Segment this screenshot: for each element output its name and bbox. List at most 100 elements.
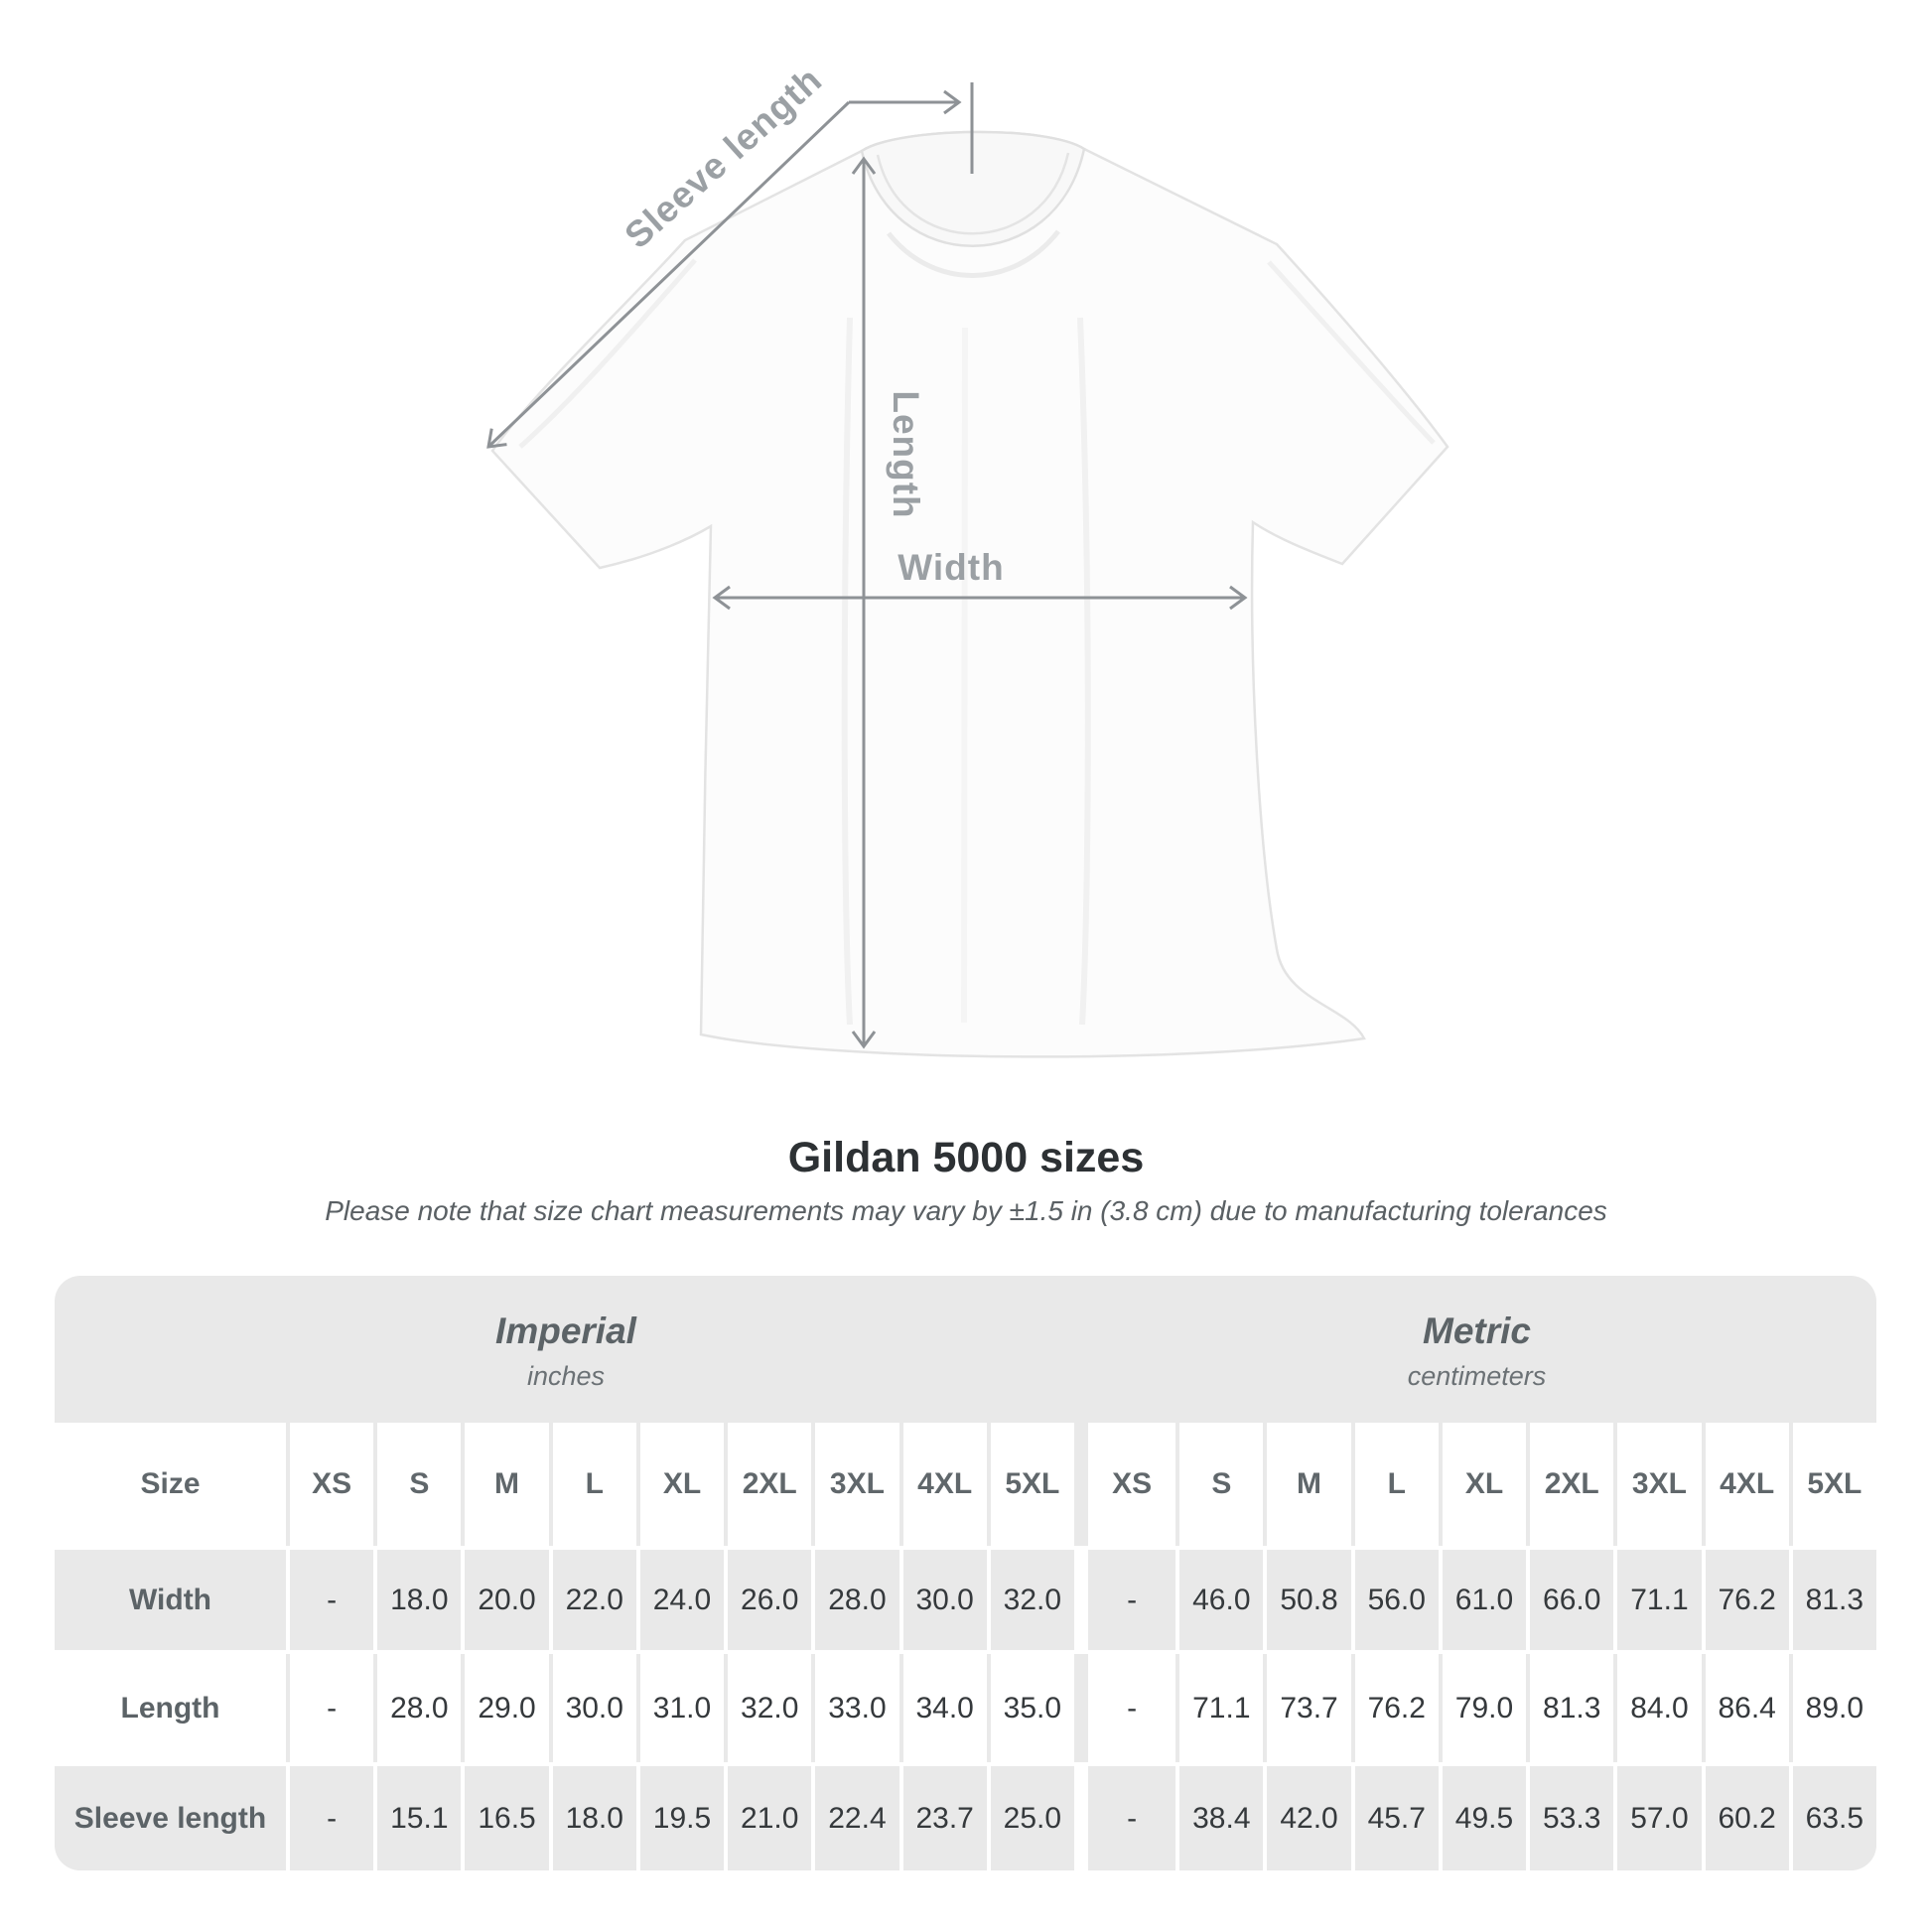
tshirt-body — [490, 130, 1449, 1058]
collar-shadow — [887, 229, 1060, 278]
measurement-value-imperial: 19.5 — [635, 1766, 725, 1870]
measurement-value-imperial: 18.0 — [548, 1766, 636, 1870]
measurement-value-metric: 84.0 — [1613, 1654, 1702, 1762]
measurement-value-metric: 86.4 — [1701, 1654, 1789, 1762]
sleeve-length-row: Sleeve length -15.1 16.5 18.0 19.5 21.0 22.4 23… — [55, 1762, 1876, 1870]
size-header-metric: 5XL — [1788, 1423, 1876, 1546]
row-label: Sleeve length — [55, 1766, 286, 1870]
measurement-value-metric: 73.7 — [1263, 1654, 1351, 1762]
measurement-value-imperial: 26.0 — [724, 1550, 812, 1650]
collar-rib-line — [876, 152, 1070, 235]
size-header-metric: M — [1263, 1423, 1351, 1546]
measurement-value-imperial: 22.4 — [811, 1766, 899, 1870]
measurement-value-imperial: 32.0 — [986, 1550, 1074, 1650]
measurement-value-imperial: 28.0 — [811, 1550, 899, 1650]
measurement-value-imperial: 28.0 — [373, 1654, 462, 1762]
tshirt-image — [490, 130, 1449, 1058]
measurement-value-imperial: 24.0 — [635, 1550, 725, 1650]
measurement-value-metric: 57.0 — [1613, 1766, 1702, 1870]
size-header-imperial: 3XL — [811, 1423, 899, 1546]
size-table: Imperial inches Metric centimeters Size X… — [55, 1276, 1876, 1870]
measurement-value-imperial: 30.0 — [548, 1654, 636, 1762]
unit-system-header: Imperial inches Metric centimeters — [55, 1276, 1876, 1423]
size-header-metric: 2XL — [1526, 1423, 1614, 1546]
size-header-imperial: M — [461, 1423, 549, 1546]
measurement-value-imperial: 35.0 — [986, 1654, 1074, 1762]
measurement-value-imperial: 23.7 — [898, 1766, 987, 1870]
measurement-value-metric: 81.3 — [1788, 1550, 1876, 1650]
measurement-value-metric: 79.0 — [1438, 1654, 1527, 1762]
measurement-value-metric: 71.1 — [1613, 1550, 1702, 1650]
measurement-value-metric: 89.0 — [1788, 1654, 1876, 1762]
metric-title: Metric — [1423, 1311, 1531, 1351]
measurement-value-imperial: - — [286, 1654, 374, 1762]
measurement-value-imperial: 21.0 — [724, 1766, 812, 1870]
width-row: Width -18.0 20.0 22.0 24.0 26.0 28.0 30.0 32.0-4… — [55, 1546, 1876, 1654]
unit-divider — [1073, 1766, 1088, 1870]
size-header-imperial: S — [373, 1423, 462, 1546]
measurement-value-metric: 61.0 — [1438, 1550, 1527, 1650]
metric-section-header: Metric centimeters — [1077, 1276, 1876, 1423]
measurement-value-imperial: 29.0 — [461, 1654, 549, 1762]
size-header-metric: 3XL — [1613, 1423, 1702, 1546]
sleeve-length-arrow — [486, 100, 851, 449]
size-header-imperial: 5XL — [986, 1423, 1074, 1546]
size-header-imperial: 4XL — [898, 1423, 987, 1546]
length-label: Length — [886, 390, 926, 518]
measurement-value-imperial: 34.0 — [898, 1654, 987, 1762]
size-header-metric: XS — [1087, 1423, 1176, 1546]
measurement-value-metric: 56.0 — [1350, 1550, 1439, 1650]
measurement-value-metric: 53.3 — [1526, 1766, 1614, 1870]
measurement-value-metric: 71.1 — [1175, 1654, 1264, 1762]
measurement-value-metric: 76.2 — [1701, 1550, 1789, 1650]
unit-divider — [1073, 1550, 1088, 1650]
page-title: Gildan 5000 sizes — [787, 1134, 1145, 1181]
size-header-imperial: L — [548, 1423, 636, 1546]
measurement-value-imperial: 33.0 — [811, 1654, 899, 1762]
size-header-imperial: XS — [286, 1423, 374, 1546]
measurement-value-metric: - — [1087, 1766, 1176, 1870]
width-label: Width — [897, 547, 1004, 588]
size-header-metric: XL — [1438, 1423, 1527, 1546]
unit-divider — [1073, 1423, 1088, 1546]
unit-divider — [1073, 1654, 1088, 1762]
measurement-value-metric: 38.4 — [1175, 1766, 1264, 1870]
measurement-value-imperial: 18.0 — [373, 1550, 462, 1650]
measurement-value-metric: 66.0 — [1526, 1550, 1614, 1650]
measurement-value-metric: 63.5 — [1788, 1766, 1876, 1870]
measurement-value-metric: 60.2 — [1701, 1766, 1789, 1870]
measurement-value-metric: 50.8 — [1263, 1550, 1351, 1650]
measurement-arrows — [486, 82, 1248, 1049]
imperial-unit: inches — [526, 1361, 606, 1391]
size-header-imperial: XL — [635, 1423, 725, 1546]
size-header-metric: 4XL — [1701, 1423, 1789, 1546]
measurement-value-imperial: - — [286, 1550, 374, 1650]
measurement-value-imperial: 31.0 — [635, 1654, 725, 1762]
size-header-metric: S — [1175, 1423, 1264, 1546]
measurement-value-imperial: - — [286, 1766, 374, 1870]
measurement-value-metric: 76.2 — [1350, 1654, 1439, 1762]
measurement-value-imperial: 16.5 — [461, 1766, 549, 1870]
measurement-value-metric: - — [1087, 1654, 1176, 1762]
measurement-value-metric: 45.7 — [1350, 1766, 1439, 1870]
length-row: Length -28.0 29.0 30.0 31.0 32.0 33.0 34.0 35.0-… — [55, 1654, 1876, 1762]
metric-unit: centimeters — [1407, 1361, 1547, 1391]
measurement-value-imperial: 32.0 — [724, 1654, 812, 1762]
tshirt-measurement-diagram: Sleeve length Length Width — [486, 59, 1449, 1058]
measurement-value-imperial: 20.0 — [461, 1550, 549, 1650]
measurement-value-imperial: 25.0 — [986, 1766, 1074, 1870]
imperial-section-header: Imperial inches — [55, 1276, 1077, 1423]
measurement-value-imperial: 22.0 — [548, 1550, 636, 1650]
tshirt-diagram-svg: Sleeve length Length Width — [486, 59, 1449, 1058]
tolerance-note: Please note that size chart measurements… — [325, 1195, 1607, 1226]
measurement-value-imperial: 15.1 — [373, 1766, 462, 1870]
imperial-title: Imperial — [495, 1311, 636, 1351]
measurement-value-metric: 49.5 — [1438, 1766, 1527, 1870]
fabric-folds — [518, 258, 1436, 1026]
size-header-row: Size XS S M L XL 2XL 3XL 4XL 5XL XS S M L XL 2XL 3XL 4XL 5… — [55, 1423, 1876, 1546]
size-header-imperial: 2XL — [724, 1423, 812, 1546]
measurement-value-metric: 81.3 — [1526, 1654, 1614, 1762]
row-label: Width — [55, 1550, 286, 1650]
size-header-metric: L — [1350, 1423, 1439, 1546]
